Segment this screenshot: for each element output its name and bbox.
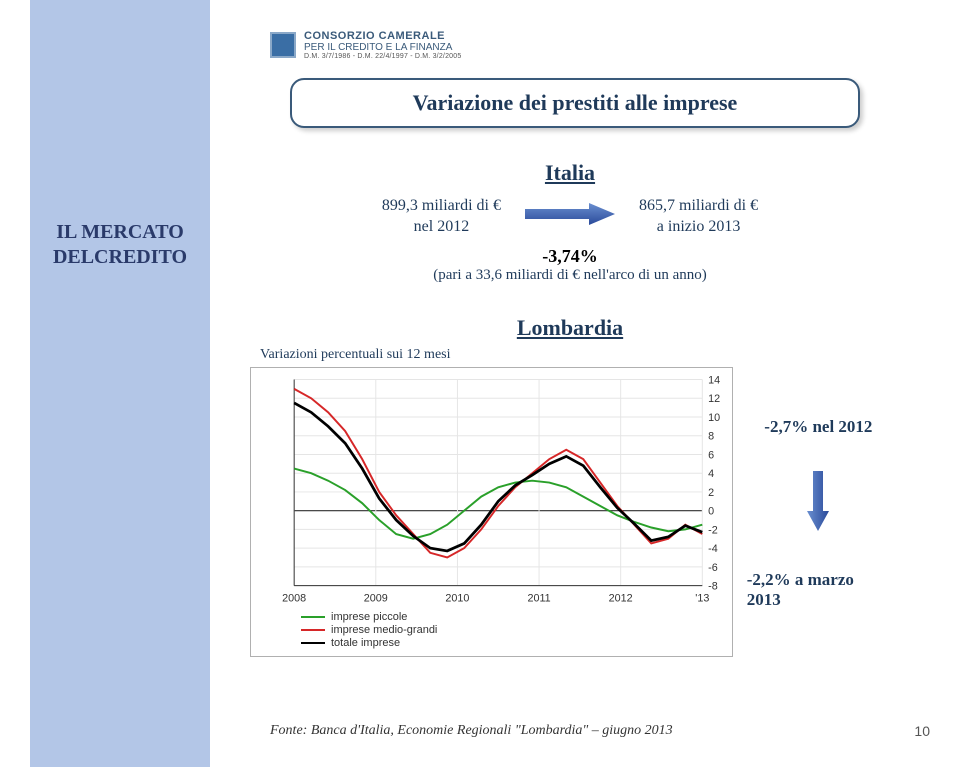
lombardia-section: Lombardia Variazioni percentuali sui 12 … [250, 315, 890, 657]
lombardia-subtitle: Variazioni percentuali sui 12 mesi [260, 347, 890, 363]
svg-text:2008: 2008 [282, 592, 306, 604]
chart-legend: imprese piccoleimprese medio-granditotal… [301, 611, 437, 650]
note-1: -2,7% nel 2012 [764, 417, 872, 437]
italia-left-line2: nel 2012 [382, 217, 501, 238]
svg-text:2011: 2011 [527, 592, 550, 604]
svg-text:8: 8 [708, 431, 714, 443]
logo-sub1: PER IL CREDITO E LA FINANZA [304, 42, 461, 53]
page-title-box: Variazione dei prestiti alle imprese [290, 78, 860, 128]
svg-text:12: 12 [708, 393, 720, 405]
italia-right-line1: 865,7 miliardi di € [639, 196, 758, 217]
svg-text:4: 4 [708, 468, 714, 480]
italia-left: 899,3 miliardi di € nel 2012 [382, 196, 501, 238]
arrow-down-icon [807, 471, 829, 536]
svg-text:2: 2 [708, 487, 714, 499]
italia-percent: -3,74% [250, 246, 890, 267]
italia-paren: (pari a 33,6 miliardi di € nell'arco di … [250, 267, 890, 284]
italia-section: Italia 899,3 miliardi di € nel 2012 865,… [250, 160, 890, 284]
svg-text:14: 14 [708, 374, 720, 386]
chart-notes: -2,7% nel 2012 -2,2% a marzo 2013 [747, 367, 890, 610]
svg-text:-4: -4 [708, 543, 718, 555]
logo-text: CONSORZIO CAMERALE PER IL CREDITO E LA F… [304, 30, 461, 61]
italia-row: 899,3 miliardi di € nel 2012 865,7 milia… [250, 196, 890, 238]
logo-icon [270, 32, 296, 58]
italia-right-line2: a inizio 2013 [639, 217, 758, 238]
sidebar-line2: DELCREDITO [30, 245, 210, 270]
svg-text:10: 10 [708, 412, 720, 424]
svg-text:6: 6 [708, 449, 714, 461]
svg-text:2010: 2010 [445, 592, 469, 604]
sidebar-label: IL MERCATO DELCREDITO [30, 220, 210, 270]
logo-name: CONSORZIO CAMERALE [304, 30, 461, 42]
footer-source: Fonte: Banca d'Italia, Economie Regional… [270, 723, 673, 739]
svg-text:-6: -6 [708, 562, 718, 574]
logo-sub2: D.M. 3/7/1986 - D.M. 22/4/1997 - D.M. 3/… [304, 53, 461, 61]
note-2: -2,2% a marzo 2013 [747, 570, 890, 610]
page-title: Variazione dei prestiti alle imprese [413, 90, 738, 115]
left-stripe [30, 0, 210, 767]
logo-block: CONSORZIO CAMERALE PER IL CREDITO E LA F… [270, 30, 461, 61]
page-number: 10 [914, 723, 930, 739]
lombardia-heading: Lombardia [250, 315, 890, 341]
arrow-right-icon [525, 203, 615, 230]
chart-row: -8 -6 -4 -2 0 2 4 6 8 10 12 14 2008 2009 2010 2011 2012 '… [250, 367, 890, 657]
sidebar-line1: IL MERCATO [30, 220, 210, 245]
svg-text:-2: -2 [708, 524, 718, 536]
svg-text:'13: '13 [695, 592, 709, 604]
italia-left-line1: 899,3 miliardi di € [382, 196, 501, 217]
svg-text:2009: 2009 [364, 592, 388, 604]
svg-text:0: 0 [708, 506, 714, 518]
svg-text:-8: -8 [708, 581, 718, 593]
italia-heading: Italia [250, 160, 890, 186]
italia-right: 865,7 miliardi di € a inizio 2013 [639, 196, 758, 238]
svg-text:2012: 2012 [609, 592, 633, 604]
line-chart: -8 -6 -4 -2 0 2 4 6 8 10 12 14 2008 2009 2010 2011 2012 '… [250, 367, 733, 657]
